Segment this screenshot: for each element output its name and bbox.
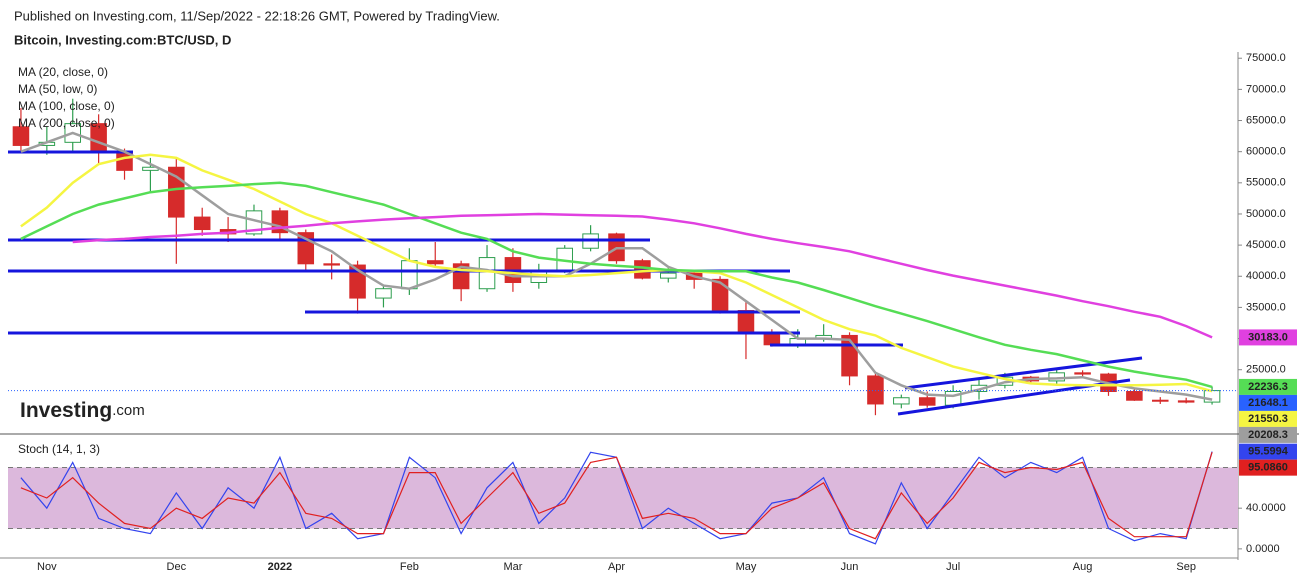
legend-entry: MA (200, close, 0) xyxy=(18,116,115,130)
value-label: 95.0860 xyxy=(1248,462,1288,474)
candle-body xyxy=(12,126,30,146)
candle-body xyxy=(401,260,418,290)
candle-body xyxy=(918,397,936,406)
candle-body xyxy=(323,263,340,266)
channel-line xyxy=(904,356,1143,390)
x-tick-label: Feb xyxy=(400,561,419,573)
y-tick-label: 40.0000 xyxy=(1246,502,1286,514)
y-tick-label: 60000.0 xyxy=(1246,146,1286,158)
x-tick-label: Jun xyxy=(841,561,859,573)
value-label: 95.5994 xyxy=(1248,446,1289,458)
logo-bold: Investing xyxy=(20,399,112,422)
y-tick-label: 75000.0 xyxy=(1246,52,1286,64)
x-tick-label: Jul xyxy=(946,561,960,573)
candle-body xyxy=(1126,391,1143,401)
value-label: 21550.3 xyxy=(1248,413,1288,425)
legend-entry: MA (100, close, 0) xyxy=(18,99,115,113)
legend-entry: MA (50, low, 0) xyxy=(18,82,97,96)
value-label-bg xyxy=(1239,459,1297,476)
series-line xyxy=(20,452,1213,540)
value-label-bg xyxy=(1239,443,1297,460)
value-label: 21648.1 xyxy=(1248,397,1288,409)
symbol-title: Bitcoin, Investing.com:BTC/USD, D xyxy=(14,32,231,47)
x-tick-label: Aug xyxy=(1073,561,1093,573)
candle-body xyxy=(634,260,651,279)
y-tick-label: 45000.0 xyxy=(1246,239,1286,251)
series-line xyxy=(20,153,1213,393)
x-tick-label: 2022 xyxy=(268,561,292,573)
x-tick-label: Mar xyxy=(503,561,522,573)
published-note: Published on Investing.com, 11/Sep/2022 … xyxy=(14,8,500,23)
candle-body xyxy=(193,216,211,231)
candle-body xyxy=(426,260,444,265)
logo: Investing.com xyxy=(20,399,145,422)
value-label-bg xyxy=(1239,394,1297,411)
value-label: 20208.3 xyxy=(1248,429,1288,441)
y-tick-label: 50000.0 xyxy=(1246,208,1286,220)
y-tick-label: 55000.0 xyxy=(1246,177,1286,189)
x-tick-label: Dec xyxy=(167,561,187,573)
candle-body xyxy=(737,310,755,333)
value-label-bg xyxy=(1239,426,1297,443)
value-label-bg xyxy=(1239,410,1297,427)
value-label-bg xyxy=(1239,329,1297,346)
y-tick-label: 70000.0 xyxy=(1246,83,1286,95)
x-tick-label: Nov xyxy=(37,561,57,573)
candle-body xyxy=(893,397,910,405)
legend-entry: MA (20, close, 0) xyxy=(18,65,108,79)
candle-body xyxy=(660,272,677,279)
candle-body xyxy=(1074,372,1091,375)
y-tick-label: 40000.0 xyxy=(1246,270,1286,282)
candle-body xyxy=(1177,400,1195,403)
candle-body xyxy=(711,278,729,312)
value-label: 22236.3 xyxy=(1248,381,1288,393)
series-line xyxy=(20,181,1213,389)
value-label: 30183.0 xyxy=(1248,331,1288,343)
series-line xyxy=(72,212,1213,339)
y-tick-label: 0.0000 xyxy=(1246,543,1280,555)
candle-body xyxy=(375,288,392,299)
y-tick-label: 25000.0 xyxy=(1246,364,1286,376)
stoch-band xyxy=(8,467,1238,529)
candle-body xyxy=(867,375,884,405)
y-tick-label: 35000.0 xyxy=(1246,301,1286,313)
logo-suffix: .com xyxy=(112,402,145,419)
x-tick-label: Apr xyxy=(608,561,625,573)
pane-title: Stoch (14, 1, 3) xyxy=(18,442,100,456)
candle-body xyxy=(478,257,496,290)
y-tick-label: 65000.0 xyxy=(1246,114,1286,126)
x-tick-label: May xyxy=(736,561,757,573)
candle-body xyxy=(1151,399,1169,402)
x-tick-label: Sep xyxy=(1176,561,1196,573)
value-label-bg xyxy=(1239,378,1297,395)
candle-body xyxy=(1203,390,1221,403)
